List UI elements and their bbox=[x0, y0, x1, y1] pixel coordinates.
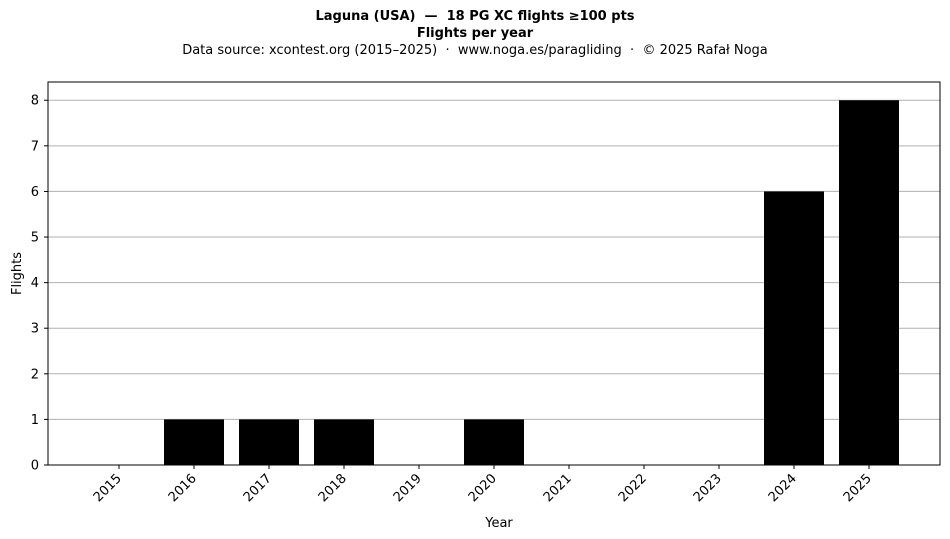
bar-2025 bbox=[839, 100, 899, 465]
bar-2017 bbox=[239, 419, 299, 465]
y-tick-label: 5 bbox=[31, 231, 39, 246]
data-source-line: Data source: xcontest.org (2015–2025) · … bbox=[182, 43, 768, 58]
x-tick-label: 2021 bbox=[541, 471, 575, 505]
y-tick-label: 8 bbox=[31, 94, 39, 109]
chart-subtitle: Flights per year bbox=[416, 26, 534, 41]
y-axis-label: Flights bbox=[10, 252, 25, 295]
x-tick-label: 2017 bbox=[241, 471, 275, 505]
x-tick-label: 2018 bbox=[316, 471, 350, 505]
x-tick-label: 2020 bbox=[466, 471, 500, 505]
x-tick-label: 2022 bbox=[616, 471, 650, 505]
x-tick-label: 2025 bbox=[841, 471, 875, 505]
x-tick-label: 2024 bbox=[766, 471, 800, 505]
y-tick-label: 7 bbox=[31, 139, 39, 154]
chart-header: Laguna (USA) — 18 PG XC flights ≥100 pts… bbox=[0, 8, 950, 59]
x-axis-label: Year bbox=[484, 516, 513, 531]
bar-2016 bbox=[164, 419, 224, 465]
bar-2018 bbox=[314, 419, 374, 465]
y-tick-label: 0 bbox=[31, 459, 39, 474]
bars bbox=[164, 100, 899, 465]
y-tick-label: 2 bbox=[31, 367, 39, 382]
x-tick-label: 2016 bbox=[166, 471, 200, 505]
bar-2020 bbox=[464, 419, 524, 465]
x-tick-label: 2015 bbox=[91, 471, 125, 505]
y-axis-ticks: 0 1 2 3 4 5 6 7 8 bbox=[31, 94, 48, 474]
y-tick-label: 1 bbox=[31, 413, 39, 428]
bar-2024 bbox=[764, 191, 824, 465]
chart-title: Laguna (USA) — 18 PG XC flights ≥100 pts bbox=[315, 9, 635, 24]
x-tick-label: 2019 bbox=[391, 471, 425, 505]
y-tick-label: 4 bbox=[31, 276, 39, 291]
x-tick-label: 2023 bbox=[691, 471, 725, 505]
x-axis-ticks: 2015 2016 2017 2018 2019 2020 2021 2022 2023 2024… bbox=[91, 465, 875, 505]
y-tick-label: 3 bbox=[31, 322, 39, 337]
y-tick-label: 6 bbox=[31, 185, 39, 200]
